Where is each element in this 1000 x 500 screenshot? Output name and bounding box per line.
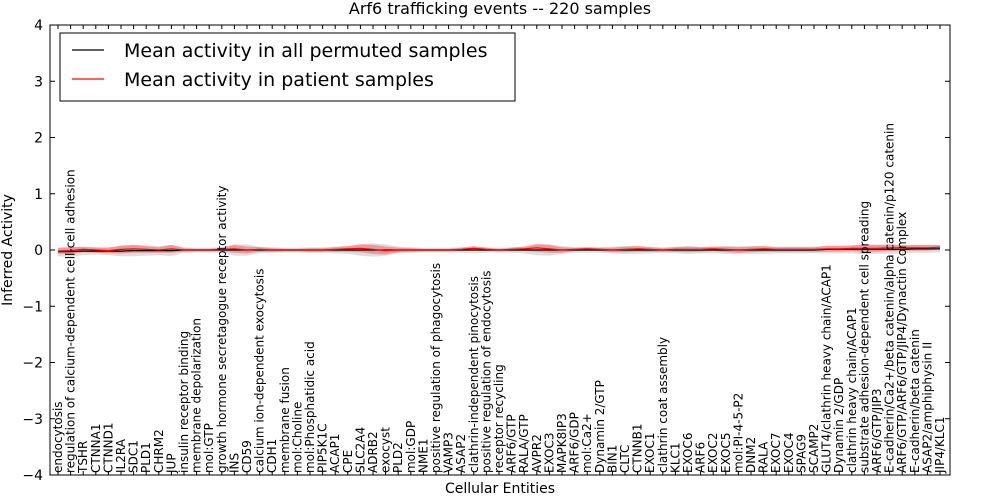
legend-box [59, 32, 516, 102]
category-label: mol:GTP [202, 423, 216, 473]
category-label: mol:GDP [404, 421, 418, 473]
category-label: SDC1 [127, 440, 141, 473]
category-label: KLC1 [668, 442, 682, 473]
category-label: membrane fusion [278, 367, 292, 473]
category-label: IL2RA [114, 438, 128, 473]
category-label: clathrin coat assembly [656, 337, 670, 473]
category-label: E-cadherin/Ca2+/beta catenin/alpha caten… [883, 123, 897, 473]
category-label: EXOC7 [769, 433, 783, 474]
category-label: positive regulation of endocytosis [479, 270, 493, 473]
category-label: ASAP2/amphiphysin II [920, 342, 934, 473]
legend-label-patient: Mean activity in patient samples [124, 69, 434, 91]
category-label: E-cadherin/beta catenin [908, 329, 922, 473]
category-label: mol:PI-4-5-P2 [731, 393, 745, 473]
chart-title: Arf6 trafficking events -- 220 samples [349, 0, 651, 18]
category-label: insulin receptor binding [177, 331, 191, 473]
category-label: CLTC [618, 445, 632, 473]
y-tick-label: −1 [22, 299, 43, 315]
category-label: PLD1 [139, 442, 153, 473]
category-label: clathrin-independent pinocytosis [467, 276, 481, 473]
category-label: BIN1 [605, 445, 619, 473]
category-label: ARF6/GTP [505, 414, 519, 473]
category-label: SCAMP2 [807, 424, 821, 473]
category-label: MAPK8IP3 [555, 413, 569, 473]
category-label: ADRB2 [366, 431, 380, 473]
category-label: CTNND1 [101, 422, 115, 473]
category-label: CTNNB1 [631, 423, 645, 473]
category-label: mol:Ca2+ [580, 413, 594, 473]
x-axis-label: Cellular Entities [445, 481, 555, 497]
category-label: exocyst [379, 427, 393, 473]
band-series-1 [58, 243, 940, 255]
category-label: EXOC1 [643, 433, 657, 474]
category-label: calcium ion-dependent exocytosis [253, 269, 267, 474]
line-series-1 [57, 246, 941, 252]
category-label: Dynamin 2/GTP [593, 380, 607, 473]
y-tick-label: 2 [34, 131, 43, 147]
category-label: Dynamin 2/GDP [832, 378, 846, 473]
legend: Mean activity in all permuted samples Me… [59, 32, 516, 102]
category-label: EXOC5 [719, 433, 733, 474]
category-label: RALA/GTP [517, 414, 531, 473]
category-label: ARF6/GDP [568, 412, 582, 473]
category-label: endocytosis [51, 401, 65, 473]
plot-frame [49, 24, 951, 476]
category-label: receptor recycling [492, 364, 506, 473]
legend-label-permuted: Mean activity in all permuted samples [124, 40, 487, 62]
category-label: ARF6 [694, 442, 708, 473]
category-label: RALA [757, 441, 771, 473]
category-label: EXOC3 [542, 433, 556, 474]
y-tick-label: 4 [34, 18, 43, 34]
y-tick-label: 0 [34, 243, 43, 259]
category-label: CDH1 [265, 439, 279, 473]
category-label: PIP5K1C [316, 423, 330, 473]
y-axis: −4 −3 −2 −1 0 1 2 3 4 [22, 18, 950, 484]
y-tick-label: 3 [34, 74, 43, 90]
category-label: SPAG9 [794, 434, 808, 473]
category-label: JIP4/KLC1 [933, 416, 947, 474]
category-label: CPE [341, 450, 355, 473]
category-label: ASAP2 [454, 434, 468, 473]
y-tick-label: −4 [22, 468, 43, 484]
x-axis [57, 25, 941, 475]
category-label: regulation of calcium-dependent cell-cel… [64, 169, 78, 473]
category-label: ARF6/GTP/JIP3 [870, 388, 884, 473]
category-label: substrate adhesion-dependent cell spread… [857, 201, 871, 473]
category-label: AVPR2 [530, 434, 544, 473]
category-label: SLC2A4 [353, 427, 367, 473]
category-label: GLUT4/clathrin heavy chain/ACAP1 [820, 264, 834, 473]
category-label: TSHR [76, 441, 90, 474]
category-label: CD59 [240, 440, 254, 473]
category-label: growth hormone secretagogue receptor act… [215, 186, 229, 473]
category-label: EXOC4 [782, 433, 796, 474]
category-label: ARF6/GTP/ARF6/GTP/JIP4/Dynactin Complex [895, 212, 909, 473]
series-lines [57, 246, 941, 253]
category-label: NME1 [416, 438, 430, 473]
y-tick-label: −2 [22, 356, 43, 372]
category-label: EXOC6 [681, 433, 695, 474]
y-tick-label: −3 [22, 412, 43, 428]
category-label: INS [227, 453, 241, 473]
category-label: mol:Phosphatidic acid [303, 341, 317, 473]
category-label: JUP [164, 453, 178, 474]
category-label: DNM2 [744, 437, 758, 473]
category-label: CTNNA1 [89, 423, 103, 473]
category-label: membrane depolarization [190, 318, 204, 473]
category-label: EXOC2 [706, 433, 720, 474]
category-label: PLD2 [391, 442, 405, 473]
category-label: mol:Choline [290, 402, 304, 473]
y-axis-label: Inferred Activity [0, 194, 16, 306]
category-label: positive regulation of phagocytosis [429, 263, 443, 473]
category-label: ACAP1 [328, 434, 342, 473]
category-label: CHRM2 [152, 429, 166, 473]
category-label: clathrin heavy chain/ACAP1 [845, 307, 859, 473]
category-label: VAMP3 [442, 432, 456, 473]
y-tick-label: 1 [34, 187, 43, 203]
